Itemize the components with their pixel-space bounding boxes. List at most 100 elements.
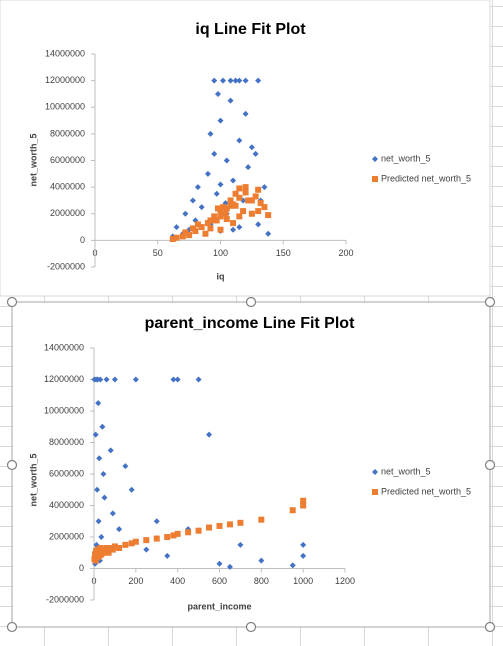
point — [372, 489, 378, 495]
point — [97, 376, 104, 383]
point — [94, 486, 101, 493]
point — [252, 150, 259, 157]
point — [261, 204, 268, 211]
point — [289, 507, 296, 514]
point — [230, 177, 237, 184]
point — [153, 535, 160, 542]
point — [258, 557, 265, 564]
point — [96, 455, 103, 462]
point — [242, 189, 249, 196]
y-tick-label: 6000000 — [50, 155, 85, 165]
point — [192, 228, 199, 235]
point — [372, 156, 378, 162]
point — [300, 541, 307, 548]
y-tick-label: 12000000 — [45, 75, 85, 85]
point — [182, 210, 189, 217]
point — [237, 541, 244, 548]
point — [236, 77, 243, 84]
x-tick-label: 200 — [128, 576, 143, 586]
y-tick-label: 4000000 — [50, 182, 85, 192]
x-tick-label: 600 — [212, 576, 227, 586]
point — [223, 157, 230, 164]
y-tick-label: 8000000 — [49, 437, 84, 447]
x-tick-label: 1000 — [293, 576, 313, 586]
y-tick-label: -2000000 — [47, 261, 85, 271]
point — [248, 144, 255, 151]
point — [214, 205, 221, 212]
point — [227, 97, 234, 104]
point — [220, 204, 227, 211]
point — [265, 212, 272, 219]
point — [100, 471, 107, 477]
point — [164, 552, 171, 559]
point — [217, 213, 224, 220]
point — [185, 529, 192, 536]
point — [186, 232, 193, 239]
point — [230, 226, 237, 233]
point — [92, 431, 99, 438]
x-tick-label: 200 — [338, 248, 353, 258]
point — [170, 532, 177, 539]
x-axis-title: iq — [217, 271, 225, 281]
point — [300, 502, 307, 509]
point — [116, 545, 123, 552]
point — [169, 236, 176, 243]
point — [236, 185, 243, 192]
chart-frame — [11, 301, 491, 628]
point — [143, 537, 150, 544]
point — [245, 197, 252, 204]
point — [204, 170, 211, 177]
point — [261, 184, 268, 191]
point — [179, 233, 186, 240]
point — [207, 217, 214, 224]
point — [122, 463, 129, 470]
point — [220, 77, 227, 84]
point — [198, 224, 205, 231]
point — [232, 77, 239, 84]
point — [216, 560, 223, 567]
legend-label: net_worth_5 — [381, 466, 431, 476]
point — [211, 77, 218, 84]
chart-title: iq Line Fit Plot — [195, 21, 306, 38]
point — [132, 538, 139, 545]
point — [173, 234, 180, 241]
point — [255, 186, 262, 193]
point — [242, 184, 249, 191]
y-tick-label: 14000000 — [44, 342, 84, 352]
chart-frame — [0, 0, 491, 297]
point — [211, 150, 218, 157]
point — [92, 557, 99, 564]
point — [173, 224, 180, 231]
point — [232, 190, 239, 197]
point — [214, 90, 221, 97]
point — [174, 376, 181, 383]
point — [223, 216, 230, 223]
point — [232, 202, 239, 209]
point — [170, 376, 177, 383]
y-axis-title: net_worth_5 — [28, 453, 38, 506]
point — [226, 521, 233, 528]
x-tick-label: 400 — [170, 576, 185, 586]
point — [97, 545, 104, 552]
point — [248, 197, 255, 204]
point — [372, 176, 378, 182]
point — [182, 229, 189, 236]
point — [195, 376, 202, 383]
point — [111, 543, 118, 550]
point — [242, 110, 249, 117]
y-tick-label: 2000000 — [50, 208, 85, 218]
chart-title: parent_income Line Fit Plot — [145, 315, 355, 332]
y-tick-label: -2000000 — [46, 594, 84, 604]
point — [194, 221, 201, 228]
point — [198, 204, 205, 211]
point — [105, 549, 112, 556]
y-tick-label: 8000000 — [50, 128, 85, 138]
point — [195, 527, 202, 534]
point — [216, 522, 223, 529]
point — [111, 376, 118, 383]
y-tick-label: 0 — [80, 235, 85, 245]
x-tick-label: 800 — [254, 576, 269, 586]
point — [109, 546, 116, 553]
point — [107, 447, 114, 454]
point — [236, 194, 243, 201]
